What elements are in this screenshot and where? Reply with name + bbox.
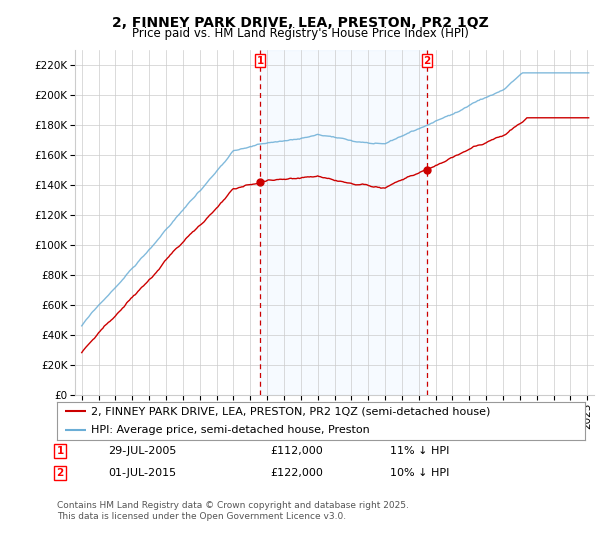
Text: Price paid vs. HM Land Registry's House Price Index (HPI): Price paid vs. HM Land Registry's House … [131,27,469,40]
Text: HPI: Average price, semi-detached house, Preston: HPI: Average price, semi-detached house,… [91,425,370,435]
Text: 2, FINNEY PARK DRIVE, LEA, PRESTON, PR2 1QZ: 2, FINNEY PARK DRIVE, LEA, PRESTON, PR2 … [112,16,488,30]
Text: £112,000: £112,000 [270,446,323,456]
Text: Contains HM Land Registry data © Crown copyright and database right 2025.
This d: Contains HM Land Registry data © Crown c… [57,501,409,521]
Text: 11% ↓ HPI: 11% ↓ HPI [390,446,449,456]
Text: 2: 2 [424,55,431,66]
Text: 2: 2 [56,468,64,478]
Text: 2, FINNEY PARK DRIVE, LEA, PRESTON, PR2 1QZ (semi-detached house): 2, FINNEY PARK DRIVE, LEA, PRESTON, PR2 … [91,406,491,416]
Text: £122,000: £122,000 [270,468,323,478]
Text: 29-JUL-2005: 29-JUL-2005 [108,446,176,456]
Text: 1: 1 [256,55,263,66]
Text: 10% ↓ HPI: 10% ↓ HPI [390,468,449,478]
Text: 01-JUL-2015: 01-JUL-2015 [108,468,176,478]
Bar [260,50,427,395]
Text: 1: 1 [56,446,64,456]
